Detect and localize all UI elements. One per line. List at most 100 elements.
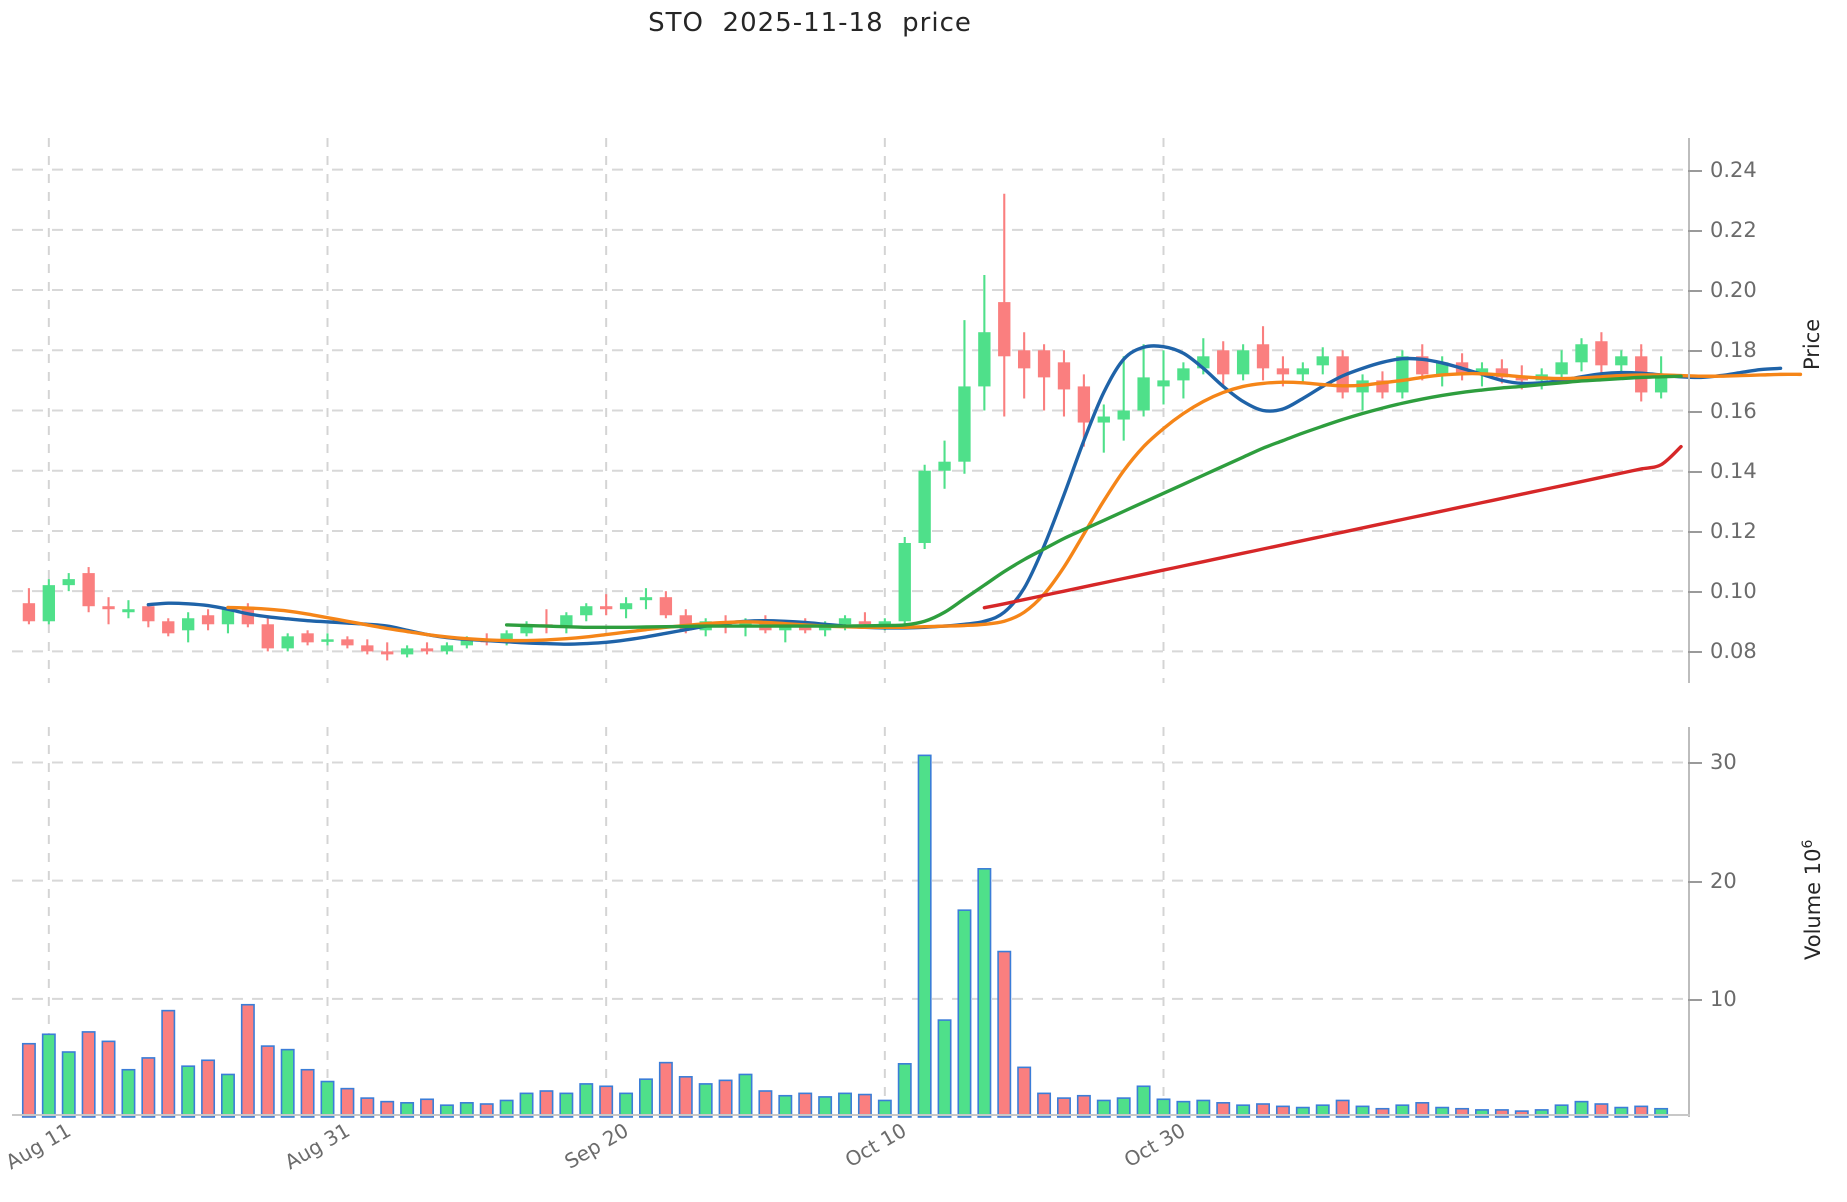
- price-plot-svg: [12, 138, 1803, 683]
- candlestick: [1057, 350, 1071, 417]
- candle-body: [460, 639, 473, 646]
- candlestick: [599, 594, 613, 616]
- candlestick: [1555, 350, 1568, 381]
- candlestick: [281, 633, 294, 652]
- candlestick: [978, 275, 991, 411]
- volume-bar: [718, 1079, 733, 1118]
- price-y-axis: 0.24 0.22 0.20 0.18 0.16 0.14 0.12 0.10 0.08: [1688, 138, 1838, 683]
- candlestick: [520, 621, 533, 637]
- candle-body: [1037, 350, 1051, 378]
- volume-bar: [61, 1051, 76, 1118]
- x-tick-label: Sep 20: [559, 1118, 633, 1174]
- tick-label: 0.08: [1710, 639, 1757, 664]
- tick-label: 0.20: [1710, 278, 1757, 303]
- volume-bar: [639, 1078, 653, 1118]
- price-y-tick: 0.16: [1688, 399, 1757, 423]
- candle-body: [301, 633, 314, 643]
- candle-body: [1177, 368, 1190, 381]
- volume-bar: [619, 1092, 634, 1118]
- volume-bar: [260, 1045, 275, 1118]
- volume-bar: [121, 1068, 136, 1118]
- candlestick: [122, 600, 135, 619]
- ma-line: [504, 374, 1683, 630]
- price-y-tick: 0.18: [1688, 338, 1757, 362]
- price-y-tick: 0.24: [1688, 158, 1757, 182]
- candle-body: [321, 639, 334, 642]
- candlestick: [998, 193, 1011, 417]
- volume-plot-svg: [12, 727, 1688, 1118]
- candle-body: [181, 618, 195, 631]
- candlestick: [1595, 332, 1608, 375]
- tick-mark: [1688, 591, 1702, 594]
- volume-bar: [41, 1033, 56, 1118]
- candle-body: [221, 609, 235, 625]
- candlestick: [1097, 404, 1110, 453]
- volume-bar: [340, 1087, 355, 1118]
- tick-mark: [1688, 651, 1702, 654]
- tick-label: 30: [1710, 750, 1737, 775]
- candlestick: [341, 636, 354, 649]
- ma-line: [226, 371, 1803, 643]
- volume-bar: [1415, 1102, 1430, 1118]
- candlestick: [898, 536, 911, 625]
- volume-bar: [798, 1092, 813, 1118]
- volume-bar: [459, 1102, 474, 1118]
- candle-body: [1077, 386, 1091, 423]
- tick-mark: [1688, 762, 1702, 765]
- volume-bar: [320, 1080, 335, 1118]
- volume-bar: [1574, 1100, 1589, 1118]
- candle-body: [898, 542, 911, 622]
- volume-axis-spine: [1688, 727, 1690, 1117]
- volume-bar: [977, 868, 992, 1118]
- candlestick: [400, 645, 414, 658]
- candle-body: [1137, 377, 1150, 411]
- ma-line: [982, 444, 1683, 610]
- volume-bar: [280, 1048, 295, 1118]
- tick-mark: [1688, 470, 1702, 473]
- volume-bar: [1335, 1099, 1350, 1118]
- price-y-tick: 0.10: [1688, 579, 1757, 603]
- tick-mark: [1688, 880, 1702, 883]
- candle-body: [281, 636, 294, 649]
- volume-bar: [1614, 1106, 1629, 1118]
- candle-body: [1475, 368, 1489, 375]
- volume-bar: [738, 1073, 753, 1118]
- candle-body: [878, 621, 892, 625]
- volume-bar: [877, 1099, 892, 1118]
- candle-body: [22, 603, 36, 622]
- candle-body: [1615, 356, 1628, 366]
- volume-bar: [420, 1098, 434, 1118]
- candlestick: [181, 612, 195, 643]
- candle-body: [42, 585, 55, 622]
- candle-body: [838, 618, 852, 625]
- price-y-tick: 0.22: [1688, 218, 1757, 242]
- volume-bar: [1236, 1104, 1251, 1118]
- x-tick-label: Aug 11: [1, 1118, 75, 1175]
- volume-bar: [1435, 1106, 1450, 1118]
- volume-bar: [559, 1092, 574, 1118]
- candlestick: [201, 609, 215, 631]
- volume-bar: [1395, 1104, 1410, 1118]
- volume-bar: [1494, 1109, 1509, 1118]
- price-y-tick: 0.12: [1688, 519, 1757, 543]
- tick-mark: [1688, 530, 1702, 533]
- x-tick-label: Aug 31: [280, 1118, 354, 1175]
- candle-body: [1236, 350, 1250, 375]
- volume-axis-exponent-base: 10: [1801, 848, 1825, 876]
- candlestick: [420, 642, 434, 655]
- volume-bar: [161, 1009, 176, 1118]
- candle-body: [440, 645, 454, 652]
- candlestick: [361, 639, 374, 655]
- candlestick: [261, 618, 274, 652]
- candle-body: [142, 606, 155, 622]
- volume-bar: [579, 1083, 594, 1118]
- volume-bar: [360, 1097, 375, 1118]
- candlestick: [958, 320, 971, 474]
- volume-bar: [240, 1003, 255, 1118]
- tick-label: 20: [1710, 868, 1737, 893]
- candle-body: [1296, 368, 1310, 375]
- volume-bar: [1634, 1105, 1649, 1118]
- tick-label: 0.24: [1710, 157, 1757, 182]
- volume-bar: [1455, 1107, 1470, 1118]
- candlestick: [1236, 344, 1250, 381]
